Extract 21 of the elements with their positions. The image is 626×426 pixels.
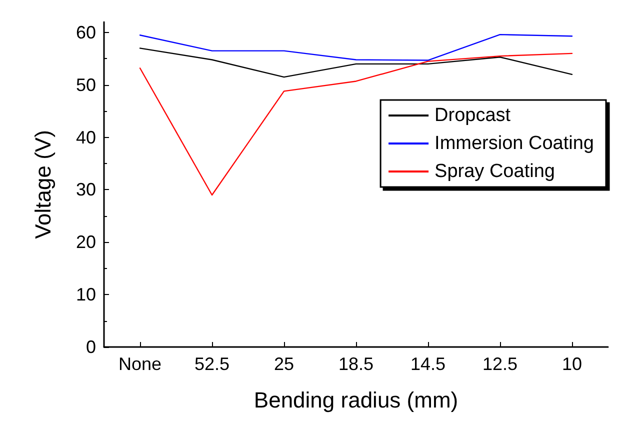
y-tick-label: 50 <box>76 74 96 95</box>
x-tick-label: 52.5 <box>194 354 230 374</box>
y-tick-label: 30 <box>76 180 96 200</box>
x-tick-label: 10 <box>562 354 582 374</box>
line-series <box>139 48 573 78</box>
y-axis-title: Voltage (V) <box>30 130 56 239</box>
line-series <box>139 34 573 61</box>
y-tick-label: 40 <box>76 127 96 148</box>
legend-label: Spray Coating <box>434 161 555 182</box>
x-tick-label: None <box>118 354 162 374</box>
y-tick-label: 60 <box>76 22 96 42</box>
x-tick-label: 25 <box>274 354 294 374</box>
x-axis-title: Bending radius (mm) <box>254 388 458 412</box>
x-tick-label: 14.5 <box>410 354 446 374</box>
legend-label: Immersion Coating <box>434 133 594 154</box>
x-tick-label: 18.5 <box>338 354 374 374</box>
legend-label: Dropcast <box>434 105 512 126</box>
x-tick-label: 12.5 <box>482 354 518 374</box>
y-tick-label: 10 <box>76 284 96 305</box>
y-tick-label: 20 <box>76 232 96 252</box>
y-tick-label: 0 <box>86 337 96 357</box>
